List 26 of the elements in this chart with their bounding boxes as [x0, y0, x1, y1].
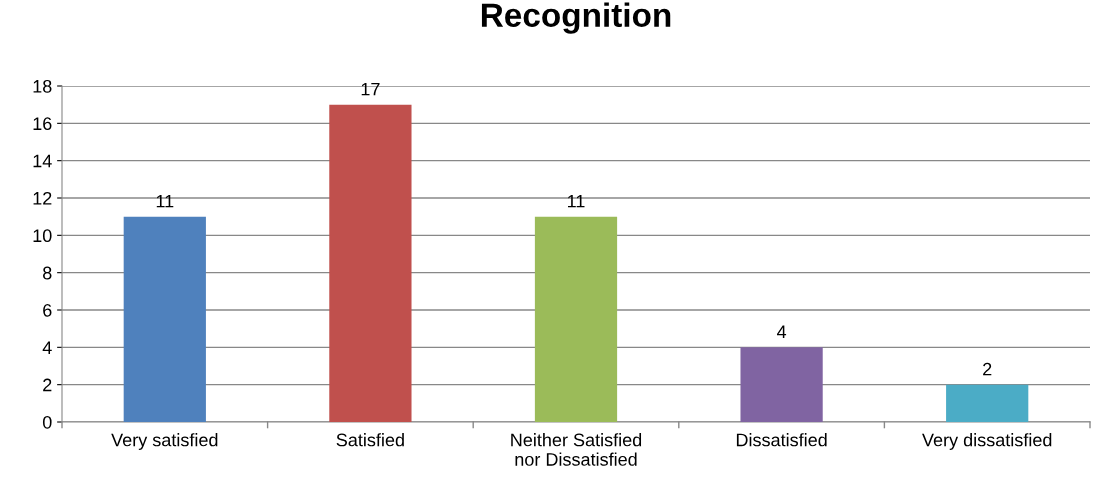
chart-title: Recognition	[481, 2, 671, 34]
y-tick-label: 16	[33, 117, 52, 131]
x-tick-label: Neither Satisfied nor Dissatisfied	[511, 433, 642, 466]
bar	[123, 216, 206, 422]
data-label: 11	[156, 194, 174, 208]
x-tick-label: Satisfied	[336, 433, 404, 447]
data-label: 2	[983, 362, 992, 376]
bar	[534, 216, 618, 422]
x-tick-label: Dissatisfied	[736, 433, 827, 447]
y-tick-label: 0	[42, 415, 52, 429]
data-label: 4	[776, 325, 787, 339]
y-tick-label: 12	[33, 191, 52, 205]
y-tick-label: 10	[33, 229, 52, 243]
x-tick-label: Very satisfied	[111, 433, 218, 450]
bar	[329, 104, 412, 422]
bar	[740, 347, 823, 422]
y-tick-label: 8	[43, 266, 52, 280]
y-tick-label: 2	[43, 378, 52, 392]
data-label: 11	[568, 194, 585, 208]
data-label: 17	[361, 82, 380, 96]
y-tick-label: 18	[33, 79, 52, 93]
y-tick-label: 4	[42, 341, 52, 354]
x-tick-label: Very dissatisfied	[922, 433, 1052, 450]
y-tick-label: 14	[33, 154, 52, 168]
y-tick-label: 6	[43, 303, 52, 317]
bar	[946, 384, 1029, 422]
